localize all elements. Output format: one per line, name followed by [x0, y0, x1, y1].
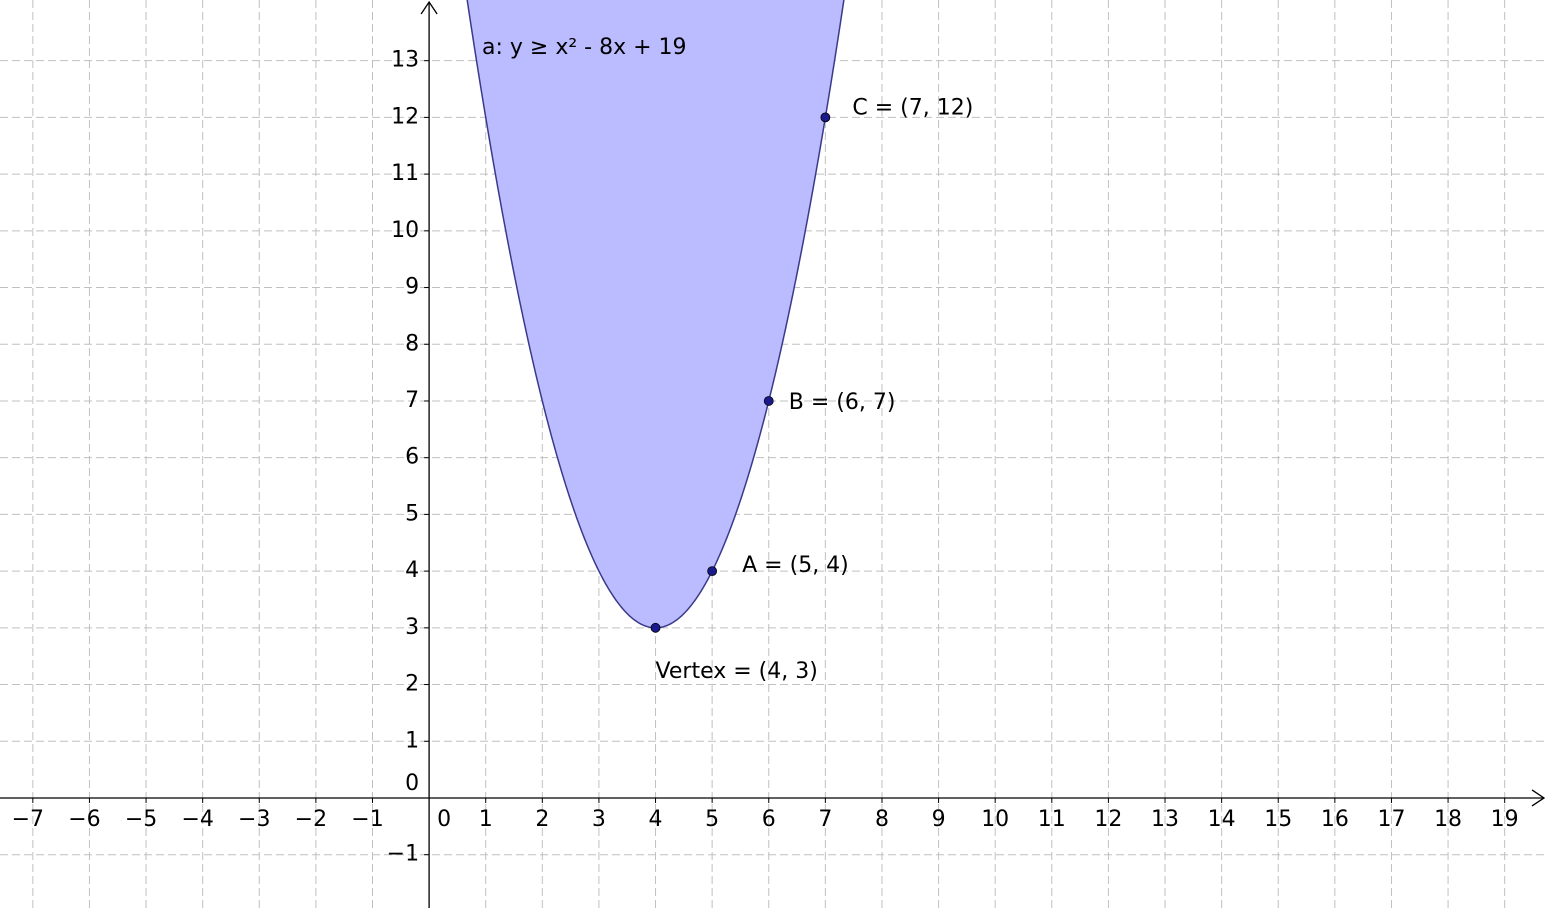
- y-axis-arrow: [420, 0, 438, 15]
- region-layer: [466, 0, 845, 629]
- x-tick-label: −6: [68, 807, 100, 832]
- x-tick-label: 15: [1264, 807, 1292, 832]
- x-tick-label: 3: [592, 807, 606, 832]
- y-tick-label: 10: [391, 218, 419, 243]
- points-layer: Vertex = (4, 3) A = (5, 4) B = (6, 7) C = (…: [650, 95, 973, 684]
- x-tick-label: 8: [875, 807, 889, 832]
- x-tick-label: 18: [1434, 807, 1462, 832]
- x-tick-label: −2: [295, 807, 327, 832]
- y-tick-label: 6: [405, 445, 419, 470]
- y-tick-label: 8: [405, 331, 419, 356]
- x-tick-label: 17: [1377, 807, 1405, 832]
- x-tick-label: 10: [981, 807, 1009, 832]
- point-label: B = (6, 7): [789, 390, 896, 415]
- x-tick-label: −1: [351, 807, 383, 832]
- x-tick-label: 16: [1321, 807, 1349, 832]
- y-tick-label: 12: [391, 104, 419, 129]
- y-tick-label: 11: [391, 161, 419, 186]
- x-tick-label: −7: [12, 807, 44, 832]
- x-tick-label: 4: [649, 807, 663, 832]
- y-tick-label: −1: [387, 842, 419, 867]
- point-label: C = (7, 12): [852, 95, 973, 120]
- y-tick-label: 9: [405, 275, 419, 300]
- x-tick-label: −5: [125, 807, 157, 832]
- function-label: a: y ≥ x² - 8x + 19: [482, 35, 687, 60]
- x-tick-label: 9: [932, 807, 946, 832]
- y-tick-label: 0: [405, 771, 419, 796]
- y-tick-label: 3: [405, 615, 419, 640]
- y-tick-label: 2: [405, 672, 419, 697]
- point: [650, 622, 661, 633]
- x-tick-label: 0: [437, 807, 451, 832]
- point-label: Vertex = (4, 3): [656, 659, 818, 684]
- x-tick-label: −3: [238, 807, 270, 832]
- point: [763, 396, 774, 406]
- y-tick-label: 4: [405, 558, 419, 583]
- x-tick-label: −4: [181, 807, 213, 832]
- x-tick-label: 14: [1208, 807, 1236, 832]
- x-tick-label: 13: [1151, 807, 1179, 832]
- y-tick-label: 7: [405, 388, 419, 413]
- x-tick-label: 12: [1094, 807, 1122, 832]
- point: [707, 566, 718, 577]
- x-tick-label: 2: [535, 807, 549, 832]
- point: [820, 112, 831, 123]
- x-tick-label: 19: [1491, 807, 1519, 832]
- x-tick-label: 6: [762, 807, 776, 832]
- solution-region: [467, 0, 844, 628]
- y-tick-label: 1: [405, 728, 419, 753]
- x-tick-label: 1: [479, 807, 493, 832]
- y-tick-label: 5: [405, 501, 419, 526]
- x-tick-label: 11: [1038, 807, 1066, 832]
- y-tick-label: 13: [391, 48, 419, 73]
- x-axis-arrow: [1531, 789, 1546, 807]
- point-label: A = (5, 4): [742, 553, 849, 578]
- x-tick-label: 5: [705, 807, 719, 832]
- x-tick-label: 7: [818, 807, 832, 832]
